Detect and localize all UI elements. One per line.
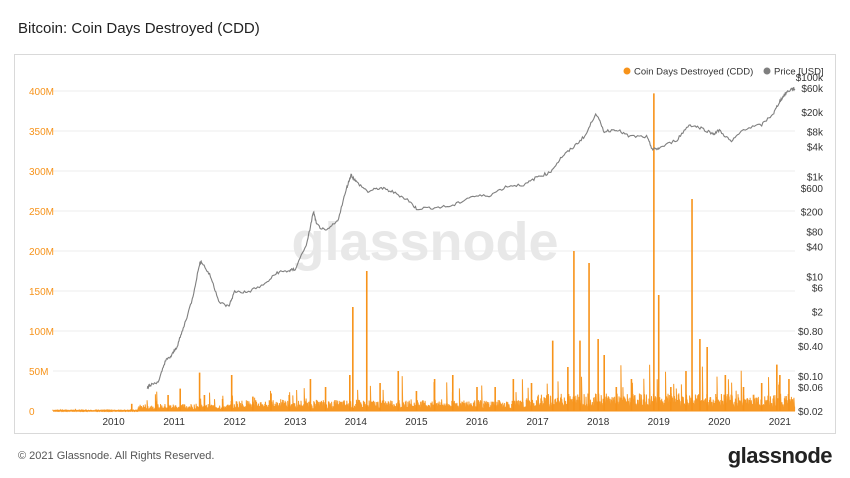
cdd-series: [52, 93, 796, 413]
chart-panel: glassnode 0 50M 100M 150M 200M 250M 300M 350M 40…: [14, 54, 836, 434]
right-tick-label: $100k: [796, 73, 824, 84]
left-axis: 0 50M 100M 150M 200M 250M 300M 350M 400M: [29, 87, 54, 418]
x-tick-label: 2018: [587, 417, 610, 428]
left-tick-label: 250M: [29, 207, 54, 218]
right-tick-label: $60k: [801, 84, 824, 95]
right-tick-label: $0.80: [798, 327, 823, 338]
cdd-baseline: [52, 364, 796, 413]
left-tick-label: 200M: [29, 247, 54, 258]
x-tick-label: 2011: [163, 417, 185, 428]
legend-marker: [623, 67, 631, 75]
left-tick-label: 0: [29, 407, 35, 418]
right-tick-label: $0.06: [798, 383, 823, 394]
right-tick-label: $0.10: [798, 372, 823, 383]
left-tick-label: 400M: [29, 87, 54, 98]
page-title: Bitcoin: Coin Days Destroyed (CDD): [18, 20, 260, 37]
legend-label: Coin Days Destroyed (CDD): [634, 67, 753, 78]
left-tick-label: 100M: [29, 327, 54, 338]
x-tick-label: 2020: [708, 417, 731, 428]
left-tick-label: 50M: [29, 367, 48, 378]
x-tick-label: 2013: [284, 417, 307, 428]
right-tick-label: $80: [806, 227, 823, 238]
x-tick-label: 2014: [345, 417, 368, 428]
x-tick-label: 2016: [466, 417, 489, 428]
right-tick-label: $1k: [807, 173, 824, 184]
glassnode-logo: glassnode: [727, 443, 833, 468]
right-tick-label: $0.02: [798, 407, 823, 418]
right-tick-label: $4k: [807, 143, 824, 154]
x-tick-label: 2010: [102, 417, 125, 428]
right-tick-label: $200: [801, 208, 824, 219]
copyright-footer: © 2021 Glassnode. All Rights Reserved.: [18, 450, 215, 462]
right-tick-label: $10: [806, 272, 823, 283]
right-tick-label: $6: [812, 283, 824, 294]
price-line: [146, 86, 796, 390]
legend-label: Price [USD]: [774, 67, 824, 78]
right-tick-label: $20k: [801, 108, 824, 119]
right-tick-label: $2: [812, 307, 824, 318]
x-tick-label: 2015: [405, 417, 428, 428]
right-tick-label: $8k: [807, 128, 824, 139]
x-tick-label: 2012: [224, 417, 247, 428]
left-tick-label: 350M: [29, 127, 54, 138]
watermark: glassnode: [291, 212, 558, 272]
price-series: [146, 86, 796, 390]
grid-layer: [53, 90, 795, 412]
right-tick-label: $600: [801, 184, 824, 195]
right-tick-label: $40: [806, 242, 823, 253]
left-tick-label: 300M: [29, 167, 54, 178]
x-tick-label: 2021: [769, 417, 792, 428]
x-axis: 2010 2011 2012 2013 2014 2015 2016 2017 2018 2019…: [102, 417, 791, 428]
left-tick-label: 150M: [29, 287, 54, 298]
legend: Coin Days Destroyed (CDD) Price [USD]: [623, 67, 824, 78]
legend-marker: [763, 67, 771, 75]
right-axis: $0.02 $0.06$0.10 $0.40 $0.80 $2 $6$10 $40 $80 $2…: [796, 73, 824, 418]
x-tick-label: 2019: [648, 417, 671, 428]
x-tick-label: 2017: [526, 417, 549, 428]
chart: glassnode 0 50M 100M 150M 200M 250M 300M 350M 40…: [29, 67, 824, 429]
right-tick-label: $0.40: [798, 342, 823, 353]
